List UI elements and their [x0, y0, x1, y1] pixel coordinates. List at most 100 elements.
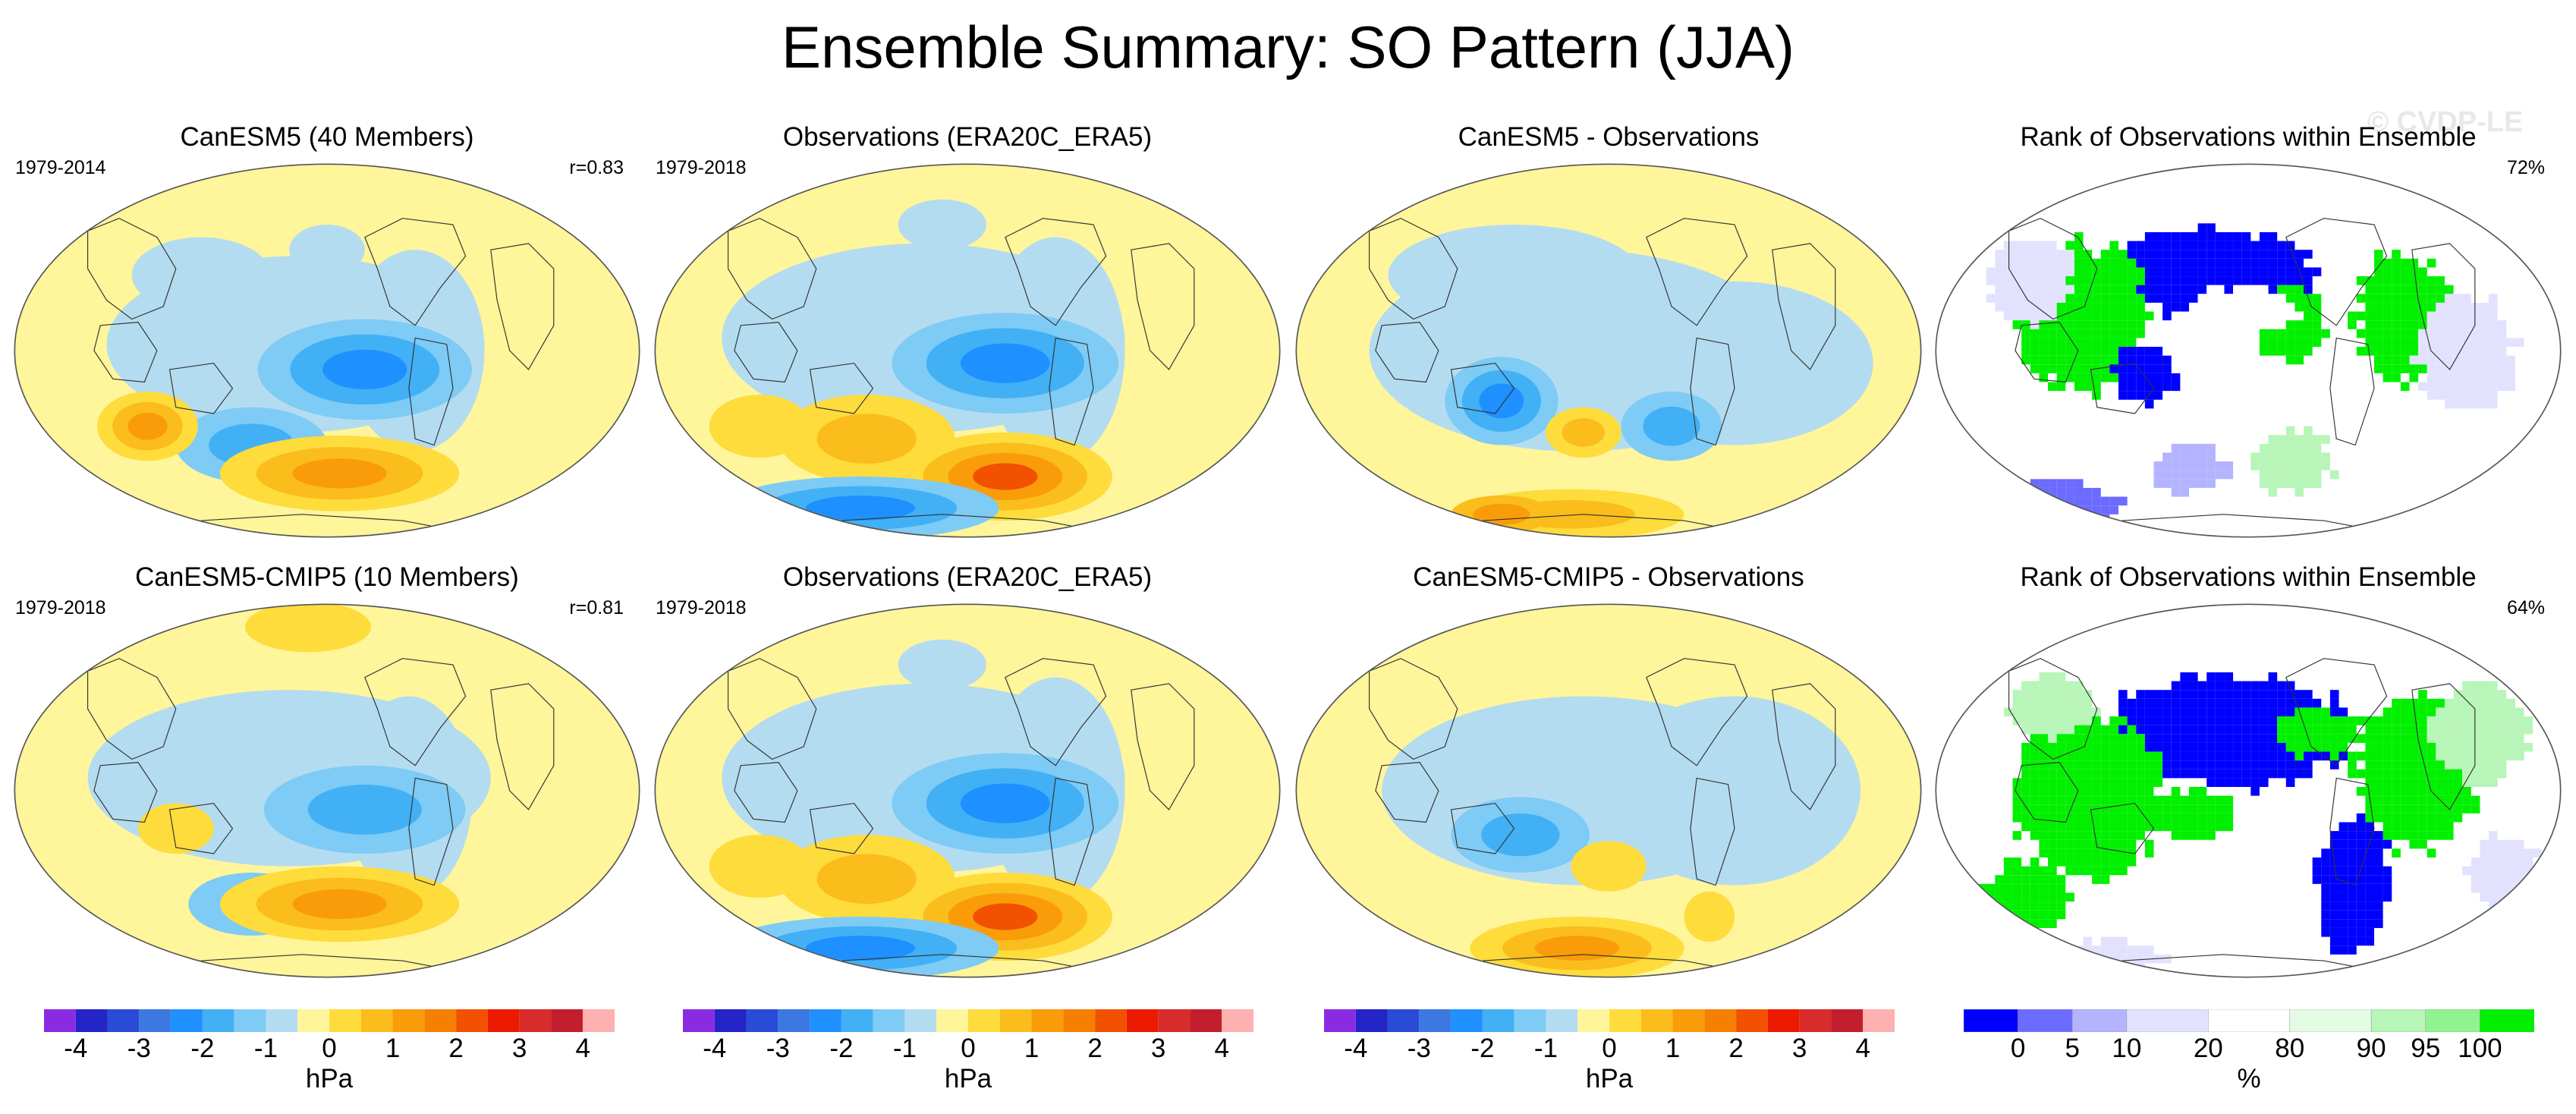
rank-cell	[2144, 267, 2154, 277]
rank-cell	[2065, 848, 2074, 858]
rank-cell	[2383, 751, 2392, 761]
rank-cell	[2250, 241, 2260, 250]
rank-cell	[2497, 382, 2507, 392]
rank-cell	[2030, 813, 2040, 823]
rank-cell	[2171, 302, 2181, 312]
rank-cell	[2471, 311, 2480, 321]
rank-cell	[2136, 382, 2145, 392]
rank-cell	[2074, 963, 2084, 973]
rank-cell	[2215, 769, 2225, 779]
rank-cell	[2268, 294, 2278, 303]
rank-cell	[2180, 795, 2189, 805]
rank-cell	[2462, 778, 2471, 788]
rank-cell	[2127, 241, 2137, 250]
rank-cell	[2180, 813, 2189, 823]
rank-cell	[2083, 250, 2093, 259]
colorbar-tick-label: 4	[1855, 1034, 1870, 1063]
rank-cell	[2268, 470, 2278, 480]
rank-cell	[2162, 698, 2172, 708]
rank-cell	[2127, 267, 2137, 277]
rank-cell	[2321, 461, 2330, 470]
contour-fill	[816, 854, 917, 905]
rank-cell	[2250, 734, 2260, 743]
rank-cell	[2109, 963, 2119, 973]
rank-cell	[2268, 751, 2278, 761]
rank-cell	[2444, 725, 2454, 735]
rank-cell	[2365, 866, 2374, 876]
rank-cell	[2374, 919, 2383, 928]
rank-cell	[2233, 690, 2242, 699]
rank-cell	[2374, 734, 2383, 743]
coastline	[1690, 777, 1735, 886]
rank-cell	[1986, 294, 1996, 303]
rank-cell	[2374, 787, 2383, 796]
rank-cell	[2365, 285, 2374, 294]
rank-cell	[2356, 276, 2366, 285]
rank-cell	[2374, 848, 2383, 858]
rank-cell	[2241, 778, 2251, 788]
rank-cell	[2118, 250, 2128, 259]
rank-cell	[2250, 787, 2260, 796]
rank-cell	[2329, 910, 2339, 920]
rank-cell	[2241, 329, 2251, 338]
rank-cell	[2162, 302, 2172, 312]
rank-cell	[2065, 347, 2074, 356]
rank-cell	[2118, 690, 2128, 699]
rank-cell	[2241, 250, 2251, 259]
rank-cell	[2048, 857, 2057, 867]
rank-cell	[2444, 778, 2454, 788]
rank-cell	[2100, 258, 2110, 268]
rank-cell	[2462, 725, 2471, 735]
rank-cell	[2109, 496, 2119, 506]
rank-cell	[2400, 267, 2410, 277]
rank-cell	[2048, 795, 2057, 805]
rank-cell	[2480, 892, 2490, 902]
rank-cell	[2453, 294, 2463, 303]
rank-cell	[2285, 311, 2295, 321]
rank-cell	[2180, 742, 2189, 752]
rank-cell	[2453, 373, 2463, 382]
rank-cell	[2109, 364, 2119, 373]
coastline	[1005, 218, 1107, 326]
rank-cell	[2436, 302, 2445, 312]
rank-cell	[2021, 795, 2030, 805]
rank-cell	[2356, 311, 2366, 321]
rank-cell	[2392, 707, 2401, 717]
rank-cell	[2462, 866, 2471, 876]
rank-cell	[2259, 320, 2269, 329]
rank-cell	[2259, 294, 2269, 303]
rank-cell	[2109, 795, 2119, 805]
colorbar-swatch	[1546, 1009, 1578, 1032]
map-panel: CanESM5-CMIP5 (10 Members) 1979-2018 r=0.8…	[12, 558, 642, 1036]
coastline	[1375, 322, 1439, 383]
rank-cell	[2250, 267, 2260, 277]
rank-cell	[2109, 338, 2119, 348]
rank-cell	[2188, 231, 2198, 241]
rank-cell	[2312, 320, 2322, 329]
rank-cell	[2048, 681, 2057, 691]
rank-cell	[2056, 795, 2066, 805]
rank-cell	[2329, 831, 2339, 840]
rank-cell	[2471, 320, 2480, 329]
rank-cell	[2444, 795, 2454, 805]
rank-cell	[2083, 373, 2093, 382]
rank-cell	[2312, 742, 2322, 752]
rank-cell	[2339, 946, 2348, 955]
rank-cell	[2329, 742, 2339, 752]
rank-cell	[2436, 276, 2445, 285]
rank-cell	[2277, 435, 2286, 444]
rank-cell	[2065, 787, 2074, 796]
colorbar-swatch	[329, 1009, 361, 1032]
rank-cell	[2356, 839, 2366, 849]
rank-cell	[2118, 311, 2128, 321]
rank-cell	[2092, 972, 2101, 977]
rank-cell	[2329, 839, 2339, 849]
rank-cell	[2100, 936, 2110, 946]
rank-cell	[2436, 822, 2445, 832]
rank-cell	[2188, 276, 2198, 285]
rank-cell	[2233, 681, 2242, 691]
colorbar-swatch	[1419, 1009, 1452, 1032]
rank-cell	[2100, 302, 2110, 312]
rank-cell	[2197, 681, 2207, 691]
rank-cell	[2021, 355, 2030, 365]
